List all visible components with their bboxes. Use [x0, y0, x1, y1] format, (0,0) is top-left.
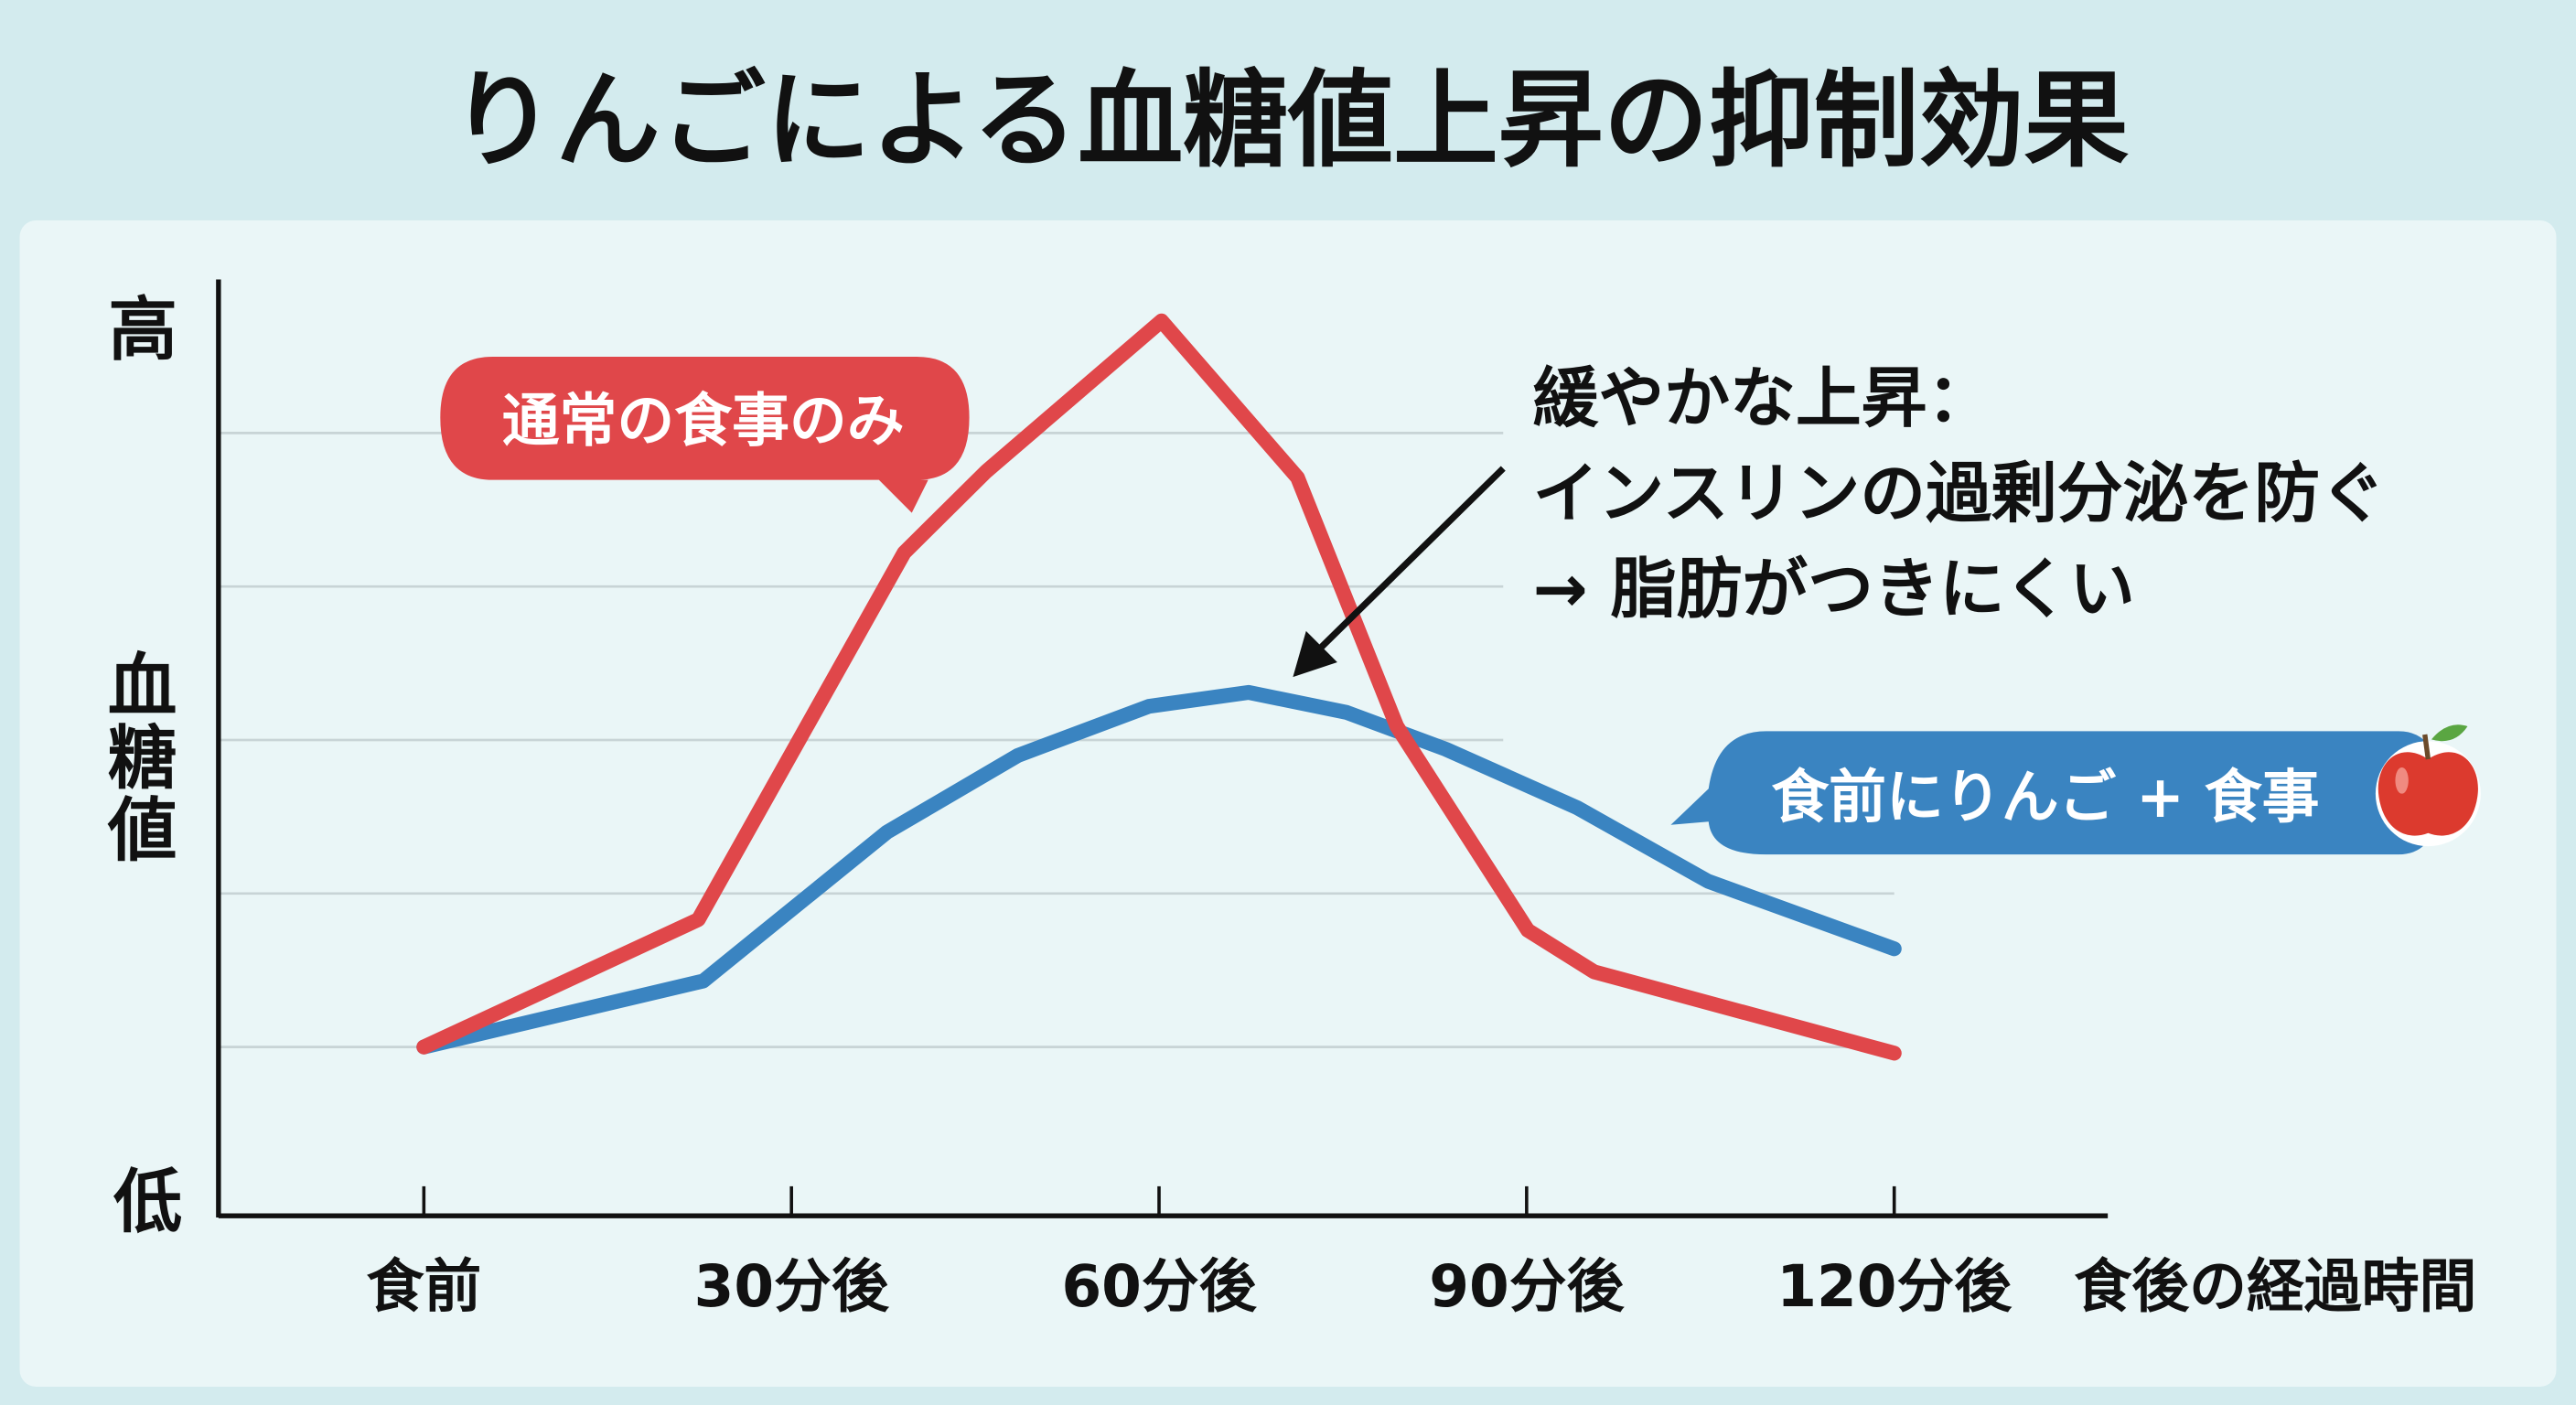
x-tick-label: 30分後	[694, 1253, 890, 1320]
annotation-line-2: インスリンの過剰分泌を防ぐ	[1533, 455, 2386, 531]
annotation-arrow	[1312, 466, 1506, 657]
plot-panel	[19, 220, 2557, 1388]
x-tick-label: 90分後	[1429, 1253, 1625, 1320]
legend-callout-normal: 通常の食事のみ	[440, 356, 970, 513]
series-line-apple	[416, 684, 1902, 1055]
series-lines	[416, 313, 1902, 1061]
x-tick-label: 食前	[366, 1253, 481, 1320]
callout-bubble	[1670, 731, 2440, 855]
y-tick-label-low: 低	[113, 1162, 182, 1242]
series-line-normal	[416, 313, 1902, 1061]
callout-label-apple: 食前にりんご + 食事	[1771, 764, 2319, 831]
x-ticks: 食前 30分後 60分後 90分後 120分後	[366, 1185, 2012, 1320]
y-axis-label: 血糖値	[96, 649, 177, 866]
arrow-head-icon	[1293, 630, 1337, 678]
annotation-line-3: → 脂肪がつきにくい	[1533, 550, 2135, 627]
callout-bubble	[440, 356, 970, 513]
y-tick-label-high: 高	[109, 289, 177, 370]
annotation: 緩やかな上昇： インスリンの過剰分泌を防ぐ → 脂肪がつきにくい	[1293, 359, 2386, 678]
apple-icon	[2375, 724, 2481, 847]
x-tick-label: 60分後	[1061, 1253, 1257, 1320]
legend-callout-apple: 食前にりんご + 食事	[1670, 724, 2481, 855]
x-axis-label: 食後の経過時間	[2074, 1253, 2476, 1320]
x-tick-label: 120分後	[1776, 1253, 2012, 1320]
callout-label-normal: 通常の食事のみ	[502, 388, 905, 455]
annotation-line-1: 緩やかな上昇：	[1533, 359, 1993, 436]
chart-title: りんごによる血糖値上昇の抑制効果	[450, 59, 2129, 182]
